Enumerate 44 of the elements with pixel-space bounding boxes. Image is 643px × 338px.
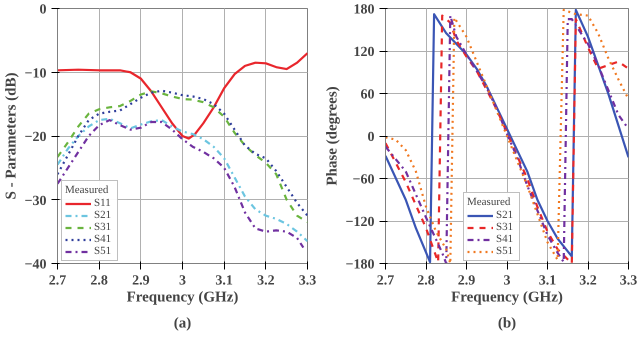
x-tick-label: 3.3 xyxy=(298,274,316,288)
text: (b) xyxy=(498,316,516,332)
y-axis-title: S - Parameters (dB) xyxy=(4,72,20,200)
legend-label: S51 xyxy=(94,245,112,257)
legend-label: S31 xyxy=(94,221,112,233)
x-tick-label: 2.8 xyxy=(90,274,108,288)
y-axis-title: Phase (degrees) xyxy=(324,86,341,186)
legend-label: S21 xyxy=(94,209,112,221)
x-tick-label: 3 xyxy=(179,274,186,288)
x-tick-label: 2.7 xyxy=(48,274,66,288)
text: (a) xyxy=(174,316,192,332)
y-tick-label: −60 xyxy=(352,172,375,188)
legend-label: S11 xyxy=(94,197,112,209)
x-axis-title: Frequency (GHz) xyxy=(451,290,563,306)
legend-label: S21 xyxy=(496,209,514,221)
x-tick-label: 3 xyxy=(504,274,510,288)
y-tick-label: 0 xyxy=(368,130,374,145)
y-tick-label: 0 xyxy=(40,2,46,18)
x-tick-label: 2.7 xyxy=(376,274,394,288)
y-tick-label: −10 xyxy=(24,66,47,82)
x-tick-label: 2.9 xyxy=(458,274,476,288)
y-tick-label: 60 xyxy=(360,88,374,102)
y-tick-label: 180 xyxy=(354,2,374,18)
legend-title: Measured xyxy=(467,196,512,208)
x-axis-title: Frequency (GHz) xyxy=(126,290,238,306)
x-tick-label: 3.2 xyxy=(579,274,597,288)
x-tick-label: 3.1 xyxy=(215,274,233,288)
y-tick-label: −30 xyxy=(24,194,47,209)
legend-label: S41 xyxy=(496,233,514,245)
legend-label: S51 xyxy=(496,245,514,257)
x-tick-label: 3.3 xyxy=(620,274,638,288)
legend-label: S31 xyxy=(496,221,514,233)
x-tick-label: 3.2 xyxy=(257,274,275,288)
y-tick-label: −120 xyxy=(346,215,375,230)
x-tick-label: 3.1 xyxy=(538,274,556,288)
y-tick-label: −20 xyxy=(24,130,47,145)
y-tick-label: −40 xyxy=(24,258,47,272)
y-tick-label: 120 xyxy=(354,45,374,60)
line-series xyxy=(58,52,308,140)
legend-label: S41 xyxy=(94,233,112,245)
y-tick-label: −180 xyxy=(346,258,375,272)
x-tick-label: 2.9 xyxy=(132,274,150,288)
legend-title: Measured xyxy=(65,184,110,196)
x-tick-label: 2.8 xyxy=(417,274,435,288)
